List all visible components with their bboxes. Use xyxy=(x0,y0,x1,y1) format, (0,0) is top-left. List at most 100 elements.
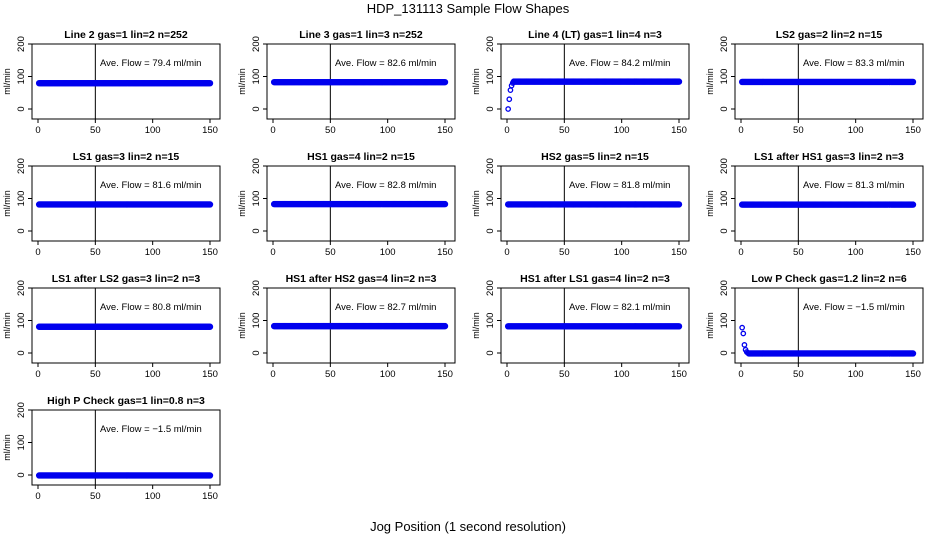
average-flow-annotation: Ave. Flow = 82.1 ml/min xyxy=(569,302,670,313)
x-tick-label: 150 xyxy=(202,369,218,380)
average-flow-annotation: Ave. Flow = 81.3 ml/min xyxy=(803,180,904,191)
y-axis-label: ml/min xyxy=(2,190,12,217)
data-point xyxy=(741,342,748,348)
y-tick-label: 200 xyxy=(485,36,496,52)
x-tick-label: 150 xyxy=(905,247,921,258)
panel-7: HS2 gas=5 lin=2 n=15 0 50 100 150 0 100 200 ml/m… xyxy=(471,151,690,258)
x-tick-label: 100 xyxy=(380,247,396,258)
data-point xyxy=(909,201,917,208)
x-tick-label: 0 xyxy=(270,247,275,258)
y-axis-label: ml/min xyxy=(237,190,247,217)
data-point xyxy=(739,324,745,331)
x-tick-label: 150 xyxy=(437,369,453,380)
average-flow-annotation: Ave. Flow = 84.2 ml/min xyxy=(569,58,670,69)
x-tick-label: 100 xyxy=(145,125,161,136)
x-tick-label: 50 xyxy=(90,369,101,380)
x-tick-label: 50 xyxy=(325,247,336,258)
plot-frame xyxy=(734,165,924,242)
x-tick-label: 0 xyxy=(270,125,275,136)
panel-13: High P Check gas=1 lin=0.8 n=3 0 50 100 150 0… xyxy=(2,395,221,502)
data-point xyxy=(909,350,917,357)
x-tick-label: 0 xyxy=(504,369,509,380)
y-tick-label: 200 xyxy=(16,36,27,52)
plot-frame xyxy=(31,165,221,242)
y-tick-label: 0 xyxy=(16,350,27,355)
x-tick-label: 150 xyxy=(202,125,218,136)
data-points xyxy=(35,472,214,479)
data-point xyxy=(206,201,214,208)
x-tick-label: 100 xyxy=(145,491,161,502)
x-tick-label: 50 xyxy=(793,369,804,380)
average-flow-annotation: Ave. Flow = 81.8 ml/min xyxy=(569,180,670,191)
y-tick-label: 0 xyxy=(719,228,730,233)
x-tick-label: 100 xyxy=(614,125,630,136)
y-tick-label: 100 xyxy=(16,435,27,451)
y-tick-label: 100 xyxy=(16,313,27,329)
x-tick-label: 50 xyxy=(325,369,336,380)
data-points xyxy=(270,322,449,330)
y-axis-label: ml/min xyxy=(2,312,12,339)
y-tick-label: 100 xyxy=(485,191,496,207)
panel-10: HS1 after HS2 gas=4 lin=2 n=3 0 50 100 150 0 1… xyxy=(237,273,456,380)
y-axis-label: ml/min xyxy=(2,434,12,461)
plot-frame xyxy=(500,43,690,120)
average-flow-annotation: Ave. Flow = −1.5 ml/min xyxy=(803,302,905,313)
data-points xyxy=(270,78,449,86)
x-tick-label: 100 xyxy=(614,247,630,258)
data-points xyxy=(35,323,214,330)
x-tick-label: 50 xyxy=(90,125,101,136)
data-point xyxy=(441,322,449,330)
panel-4: LS2 gas=2 lin=2 n=15 0 50 100 150 0 100 200 ml/m… xyxy=(705,29,924,136)
panel-title: High P Check gas=1 lin=0.8 n=3 xyxy=(47,395,205,407)
plot-frame xyxy=(500,165,690,242)
plot-frame xyxy=(266,43,456,120)
y-tick-label: 100 xyxy=(16,191,27,207)
x-tick-label: 0 xyxy=(270,369,275,380)
y-tick-label: 100 xyxy=(485,69,496,85)
data-point xyxy=(675,201,683,208)
y-tick-label: 100 xyxy=(251,69,262,85)
data-points xyxy=(270,200,449,208)
y-tick-label: 0 xyxy=(251,350,262,355)
data-points xyxy=(739,324,917,357)
panel-title: HS2 gas=5 lin=2 n=15 xyxy=(541,151,649,163)
data-point xyxy=(441,200,449,208)
y-tick-label: 200 xyxy=(719,36,730,52)
y-tick-label: 100 xyxy=(719,313,730,329)
x-tick-label: 50 xyxy=(793,247,804,258)
y-tick-label: 200 xyxy=(485,280,496,296)
panel-title: LS1 after HS1 gas=3 lin=2 n=3 xyxy=(754,151,904,163)
x-tick-label: 50 xyxy=(325,125,336,136)
panel-title: Line 3 gas=1 lin=3 n=252 xyxy=(299,29,423,41)
plot-frame xyxy=(734,43,924,120)
panel-3: Line 4 (LT) gas=1 lin=4 n=3 0 50 100 150 0 100… xyxy=(471,29,690,136)
x-tick-label: 100 xyxy=(848,125,864,136)
y-tick-label: 200 xyxy=(719,158,730,174)
x-tick-label: 150 xyxy=(905,369,921,380)
y-tick-label: 0 xyxy=(251,106,262,111)
x-tick-label: 150 xyxy=(671,247,687,258)
x-axis-label: Jog Position (1 second resolution) xyxy=(370,519,566,534)
x-tick-label: 150 xyxy=(202,247,218,258)
x-tick-label: 0 xyxy=(738,125,743,136)
y-axis-label: ml/min xyxy=(237,312,247,339)
x-tick-label: 100 xyxy=(380,369,396,380)
y-tick-label: 100 xyxy=(485,313,496,329)
data-point xyxy=(675,323,683,330)
x-tick-label: 0 xyxy=(35,491,40,502)
data-point xyxy=(675,78,683,85)
y-tick-label: 0 xyxy=(485,350,496,355)
average-flow-annotation: Ave. Flow = 82.6 ml/min xyxy=(335,58,436,69)
x-tick-label: 50 xyxy=(559,247,570,258)
y-tick-label: 100 xyxy=(16,69,27,85)
x-tick-label: 150 xyxy=(437,247,453,258)
y-axis-label: ml/min xyxy=(237,68,247,95)
average-flow-annotation: Ave. Flow = 81.6 ml/min xyxy=(100,180,201,191)
panel-11: HS1 after LS1 gas=4 lin=2 n=3 0 50 100 150 0 1… xyxy=(471,273,690,380)
y-tick-label: 0 xyxy=(251,228,262,233)
y-tick-label: 0 xyxy=(16,106,27,111)
data-point xyxy=(507,87,514,94)
average-flow-annotation: Ave. Flow = 79.4 ml/min xyxy=(100,58,201,69)
x-tick-label: 150 xyxy=(671,369,687,380)
